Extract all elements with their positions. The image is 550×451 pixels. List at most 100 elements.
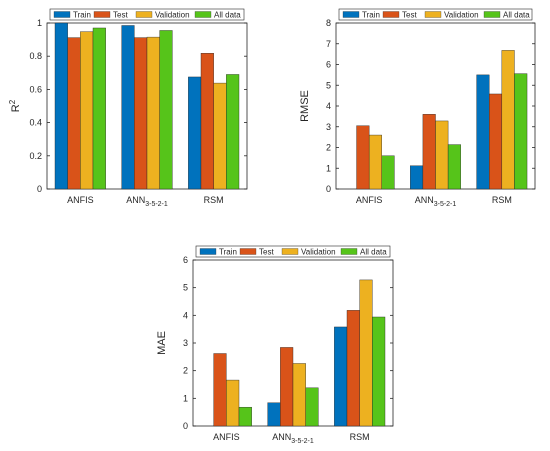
bar-anfis-all-data (381, 155, 395, 190)
y-axis-label-text: R (10, 104, 22, 112)
bar-rsm-test (489, 93, 503, 190)
bar-ann-train (410, 165, 424, 190)
legend-label: Test (402, 11, 417, 20)
legend-label: Train (362, 11, 380, 20)
bar-rsm-validation (501, 50, 515, 190)
y-tick-label: 1 (326, 163, 331, 173)
y-tick-label: 0.8 (29, 51, 42, 61)
x-category-label: ANN3-5-2-1 (415, 195, 457, 208)
y-axis-label-superscript: 2 (8, 99, 17, 104)
x-category-label-main: ANFIS (67, 195, 94, 205)
x-category-label-main: ANN (415, 195, 434, 205)
legend-label: All data (503, 11, 530, 20)
y-tick-label: 4 (183, 310, 188, 320)
bar-anfis-validation (368, 134, 382, 190)
bar-rsm-all-data (372, 316, 386, 427)
bar-anfis-test (67, 37, 81, 190)
y-tick-label: 7 (326, 39, 331, 49)
x-category-label-main: RSM (492, 195, 512, 205)
x-category-label: ANN3-5-2-1 (272, 432, 314, 445)
bar-ann-test (134, 37, 148, 190)
bar-ann-all-data (447, 144, 461, 190)
y-tick-label: 4 (326, 101, 331, 111)
y-tick-label: 0.4 (29, 118, 42, 128)
bar-rsm-validation (213, 82, 227, 190)
legend-swatch-test (93, 11, 111, 18)
legend-swatch-train (199, 248, 217, 255)
bar-anfis-all-data (92, 27, 106, 190)
bar-rsm-train (476, 74, 490, 190)
legend-swatch-validation (424, 11, 442, 18)
y-axis-label: RMSE (299, 90, 311, 122)
legend-swatch-train (342, 11, 360, 18)
legend-label: Validation (155, 11, 190, 20)
y-tick-label: 0 (183, 421, 188, 431)
bar-anfis-test (356, 125, 370, 190)
legend: Train Test Validation All data (49, 8, 245, 21)
x-category-label: ANFIS (213, 432, 240, 442)
legend-swatch-validation (281, 248, 299, 255)
legend-swatch-all-data (194, 11, 212, 18)
y-tick-label: 6 (183, 255, 188, 265)
y-tick-label: 2 (183, 366, 188, 376)
y-tick-label: 0 (326, 184, 331, 194)
x-category-label-subscript: 3-5-2-1 (434, 201, 457, 208)
legend-label: Validation (301, 248, 336, 257)
bar-ann-validation (435, 120, 449, 190)
y-tick-label: 8 (326, 18, 331, 28)
legend-label: Test (259, 248, 274, 257)
bar-ann-train (121, 25, 135, 190)
x-category-label-main: ANFIS (356, 195, 383, 205)
legend-swatch-test (382, 11, 400, 18)
x-category-label-main: ANN (272, 432, 291, 442)
x-category-label: ANFIS (356, 195, 383, 205)
bar-rsm-all-data (514, 73, 528, 190)
bar-anfis-train (54, 22, 68, 190)
legend-swatch-all-data (483, 11, 501, 18)
legend-label: Validation (444, 11, 479, 20)
bar-anfis-validation (80, 31, 94, 190)
rmse-chart: 0 1 2 3 4 5 6 7 8 RMSE ANFIS ANN3-5-2-1 RSM Train Test… (299, 8, 536, 208)
legend-label: Train (73, 11, 91, 20)
bar-ann-validation (292, 363, 306, 427)
legend-label: All data (214, 11, 241, 20)
legend-label: Train (219, 248, 237, 257)
x-category-label: RSM (350, 432, 370, 442)
y-tick-label: 5 (183, 283, 188, 293)
x-category-label: RSM (204, 195, 224, 205)
bar-rsm-validation (359, 279, 373, 427)
y-axis-label: R2 (8, 99, 22, 112)
x-category-label: RSM (492, 195, 512, 205)
x-category-label-main: ANN (126, 195, 145, 205)
y-tick-label: 5 (326, 80, 331, 90)
y-tick-label: 6 (326, 60, 331, 70)
legend-swatch-all-data (340, 248, 358, 255)
legend-swatch-train (53, 11, 71, 18)
bar-rsm-test (346, 310, 360, 427)
bar-ann-all-data (305, 387, 319, 427)
legend: Train Test Validation All data (195, 245, 391, 258)
x-category-label-main: RSM (204, 195, 224, 205)
y-tick-label: 3 (326, 122, 331, 132)
bar-rsm-train (334, 326, 348, 427)
legend-label: Test (113, 11, 128, 20)
x-category-label: ANN3-5-2-1 (126, 195, 168, 208)
y-axis-label-text: RMSE (299, 90, 311, 122)
bar-rsm-test (200, 53, 214, 190)
y-tick-label: 0 (37, 184, 42, 194)
legend-swatch-validation (135, 11, 153, 18)
bar-ann-train (267, 402, 281, 427)
x-category-label-main: RSM (350, 432, 370, 442)
x-category-label-subscript: 3-5-2-1 (291, 438, 314, 445)
y-tick-label: 1 (183, 393, 188, 403)
y-tick-label: 1 (37, 18, 42, 28)
bar-anfis-test (213, 353, 227, 427)
x-category-label-main: ANFIS (213, 432, 240, 442)
bar-ann-test (280, 347, 294, 427)
bar-rsm-all-data (226, 74, 240, 190)
y-axis-label: MAE (156, 331, 168, 355)
mae-chart: 0 1 2 3 4 5 6 MAE ANFIS ANN3-5-2-1 RSM Train Test Val… (156, 245, 394, 445)
y-tick-label: 2 (326, 143, 331, 153)
